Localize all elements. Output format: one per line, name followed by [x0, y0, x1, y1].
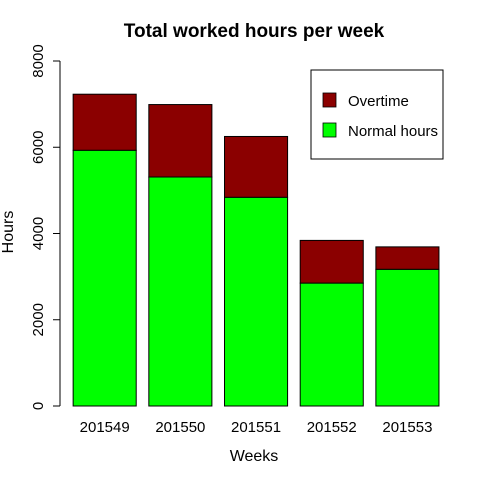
x-axis-ticks: 201549 201550 201551 201552 201553: [80, 419, 433, 436]
y-tick-label: 0: [30, 402, 47, 410]
legend-swatch-normal-hours: [322, 122, 337, 138]
bar-overtime-201551: [224, 135, 289, 198]
x-tick-label: 201553: [382, 419, 432, 436]
x-tick-label: 201550: [155, 419, 205, 436]
x-tick-label: 201549: [80, 419, 130, 436]
bars-group: [72, 93, 440, 407]
legend-box: [310, 69, 444, 160]
bar-overtime-201552: [299, 239, 364, 284]
bar-normal-hours-201551: [224, 196, 289, 407]
bar-normal-hours-201550: [148, 176, 213, 407]
bar-normal-hours-201553: [375, 268, 440, 407]
bar-normal-hours-201552: [299, 282, 364, 407]
y-tick-label: 4000: [30, 217, 47, 250]
bar-overtime-201553: [375, 246, 440, 270]
x-tick-label: 201552: [307, 419, 357, 436]
x-tick-label: 201551: [231, 419, 281, 436]
legend-swatch-overtime: [322, 92, 337, 108]
bar-overtime-201549: [72, 93, 137, 151]
bar-overtime-201550: [148, 104, 213, 178]
legend: Overtime Normal hours: [310, 69, 444, 160]
y-axis: 0 2000 4000 6000 8000: [30, 44, 61, 410]
legend-label-normal-hours: Normal hours: [348, 123, 438, 140]
y-axis-label: Hours: [0, 211, 17, 254]
y-tick-label: 8000: [30, 44, 47, 77]
y-tick-label: 6000: [30, 131, 47, 164]
bar-normal-hours-201549: [72, 149, 137, 407]
legend-label-overtime: Overtime: [348, 93, 409, 110]
chart-title: Total worked hours per week: [124, 21, 385, 42]
x-axis-label: Weeks: [230, 448, 279, 465]
y-tick-label: 2000: [30, 303, 47, 336]
